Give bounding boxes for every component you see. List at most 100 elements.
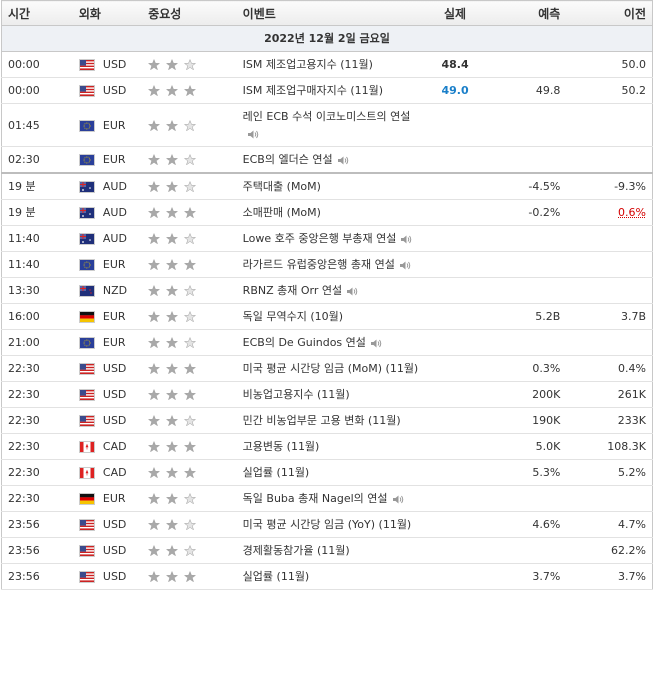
previous: 3.7%: [618, 570, 646, 583]
time: 13:30: [1, 277, 73, 304]
event: 소매판매 (MoM): [242, 206, 321, 219]
currency-cell: USD: [72, 77, 143, 104]
event-row: 19 분 AUD 주택대출 (MoM) -4.5% -9.3%: [1, 173, 653, 200]
importance-star: [147, 466, 161, 479]
currency-cell: EUR: [72, 303, 143, 330]
currency-cell: CAD: [72, 459, 143, 486]
currency: EUR: [102, 258, 126, 271]
forecast-cell: 4.6%: [484, 511, 567, 538]
currency-cell: EUR: [72, 329, 143, 356]
forecast-cell: [484, 329, 567, 356]
flag-icon: [78, 415, 95, 427]
star: [165, 232, 179, 245]
importance-star: [165, 570, 179, 583]
event-cell: 레인 ECB 수석 이코노미스트의 연설: [236, 103, 426, 147]
event-row: 22:30 CAD 고용변동 (11월) 5.0K 108.3K: [1, 433, 653, 460]
time: 22:30: [1, 433, 73, 460]
star: [183, 336, 197, 349]
forecast-cell: [484, 485, 567, 512]
star: [147, 544, 161, 557]
star: [147, 119, 161, 131]
event: 실업률 (11월): [242, 570, 310, 583]
event-row: 01:45 EUR 레인 ECB 수석 이코노미스트의 연설: [1, 103, 653, 147]
currency: EUR: [102, 310, 126, 323]
forecast: 3.7%: [532, 570, 561, 583]
star: [165, 362, 179, 375]
event-cell: 민간 비농업부문 고용 변화 (11월): [236, 407, 426, 434]
actual-cell: [425, 225, 485, 252]
importance-star: [147, 336, 161, 349]
importance: [142, 303, 237, 330]
actual-cell: [425, 563, 485, 590]
previous-cell: 4.7%: [566, 511, 653, 538]
importance-star: [183, 180, 197, 193]
star: [183, 84, 197, 97]
flag-icon: [78, 441, 95, 453]
forecast-cell: 49.8: [484, 77, 567, 104]
currency-cell: USD: [72, 537, 143, 564]
time: 11:40: [1, 251, 73, 278]
currency-cell: NZD: [72, 277, 143, 304]
star: [147, 336, 161, 349]
previous: 233K: [617, 414, 646, 427]
star: [165, 492, 179, 505]
importance: [142, 459, 237, 486]
importance-star: [147, 232, 161, 245]
star: [147, 440, 161, 453]
currency: USD: [102, 58, 127, 71]
currency-cell: AUD: [72, 225, 143, 252]
importance-star: [165, 58, 179, 71]
column-header: 이벤트: [236, 0, 426, 26]
importance-star: [147, 518, 161, 531]
importance-star: [165, 336, 179, 349]
forecast: 5.3%: [532, 466, 561, 479]
table-body: 2022년 12월 2일 금요일 00:00 USD ISM 제조업고용지수 (11…: [1, 25, 653, 590]
flag-icon: [78, 389, 95, 401]
importance-star: [183, 206, 197, 219]
currency-cell: AUD: [72, 173, 143, 200]
time: 22:30: [1, 407, 73, 434]
event-row: 11:40 AUD Lowe 호주 중앙은행 부총재 연설: [1, 225, 653, 252]
previous: 261K: [617, 388, 646, 401]
currency: AUD: [102, 180, 127, 193]
previous-cell: [566, 225, 653, 252]
previous-cell: -9.3%: [566, 173, 653, 200]
forecast-cell: [484, 51, 567, 78]
importance: [142, 537, 237, 564]
event-cell: 고용변동 (11월): [236, 433, 426, 460]
event: ISM 제조업고용지수 (11월): [242, 58, 373, 71]
star: [147, 180, 161, 193]
importance: [142, 355, 237, 382]
star: [183, 206, 197, 219]
flag-icon: [78, 493, 95, 505]
currency-cell: EUR: [72, 103, 143, 147]
star: [183, 544, 197, 557]
column-header: 실제: [425, 0, 485, 26]
star: [183, 388, 197, 401]
event: 실업률 (11월): [242, 466, 310, 479]
currency-cell: USD: [72, 511, 143, 538]
importance-star: [165, 388, 179, 401]
star: [183, 119, 197, 131]
flag-icon: [78, 207, 95, 219]
audio-icon: [247, 130, 258, 138]
importance-star: [147, 153, 161, 166]
audio-icon: [401, 235, 412, 243]
previous: 4.7%: [618, 518, 646, 531]
previous: 108.3K: [607, 440, 646, 453]
previous-cell: 261K: [566, 381, 653, 408]
forecast-cell: 3.7%: [484, 563, 567, 590]
time: 19 분: [1, 199, 73, 226]
actual-cell: [425, 381, 485, 408]
star: [183, 362, 197, 375]
actual-cell: [425, 303, 485, 330]
importance-star: [183, 362, 197, 375]
importance-star: [183, 466, 197, 479]
audio-icon: [399, 261, 411, 269]
event: ISM 제조업구매자지수 (11월): [242, 84, 384, 97]
importance-star: [165, 518, 179, 531]
actual-cell: [425, 146, 485, 174]
header-row: 시간 외화 중요성 이벤트 실제 예측 이전: [1, 0, 653, 26]
forecast-cell: [484, 225, 567, 252]
star: [183, 518, 197, 531]
